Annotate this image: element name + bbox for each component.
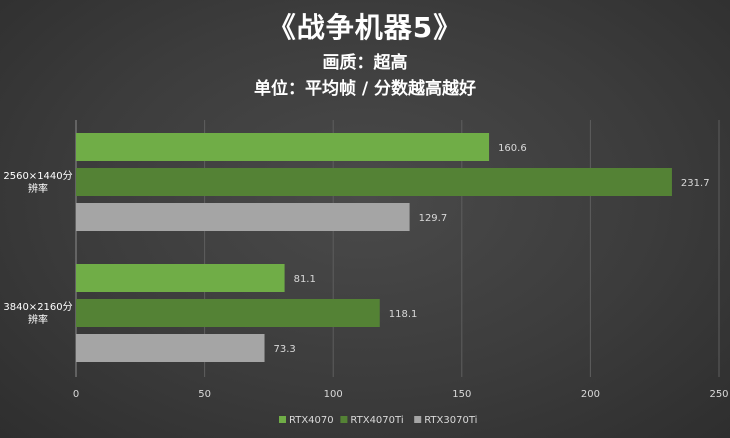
data-label: 231.7 [681, 178, 710, 189]
legend-label: RTX4070 [289, 415, 334, 426]
legend-swatch-rtx4070ti [340, 416, 348, 423]
data-label: 129.7 [419, 213, 448, 224]
data-label: 160.6 [498, 143, 527, 154]
x-tick-label: 50 [198, 389, 211, 400]
chart-subtitle: 画质：超高 [322, 53, 408, 73]
bar-rtx3070ti-1 [76, 334, 265, 362]
bar-rtx4070ti-0 [76, 168, 672, 196]
x-tick-label: 200 [581, 389, 600, 400]
x-tick-label: 250 [709, 389, 728, 400]
category-label: 3840×2160分辨率 [3, 301, 72, 326]
legend-swatch-rtx3070ti [414, 416, 422, 423]
legend-label: RTX4070Ti [350, 415, 403, 426]
category-label: 2560×1440分辨率 [3, 170, 72, 195]
x-tick-label: 100 [324, 389, 343, 400]
legend-label: RTX3070Ti [424, 415, 477, 426]
bar-rtx4070-0 [76, 133, 490, 161]
data-label: 118.1 [389, 309, 418, 320]
chart-subtitle-units: 单位：平均帧 / 分数越高越好 [253, 79, 477, 99]
bar-rtx4070ti-1 [76, 299, 380, 327]
data-label: 81.1 [294, 274, 316, 285]
chart-title: 《战争机器5》 [267, 11, 463, 44]
legend-swatch-rtx4070 [279, 416, 286, 423]
bar-rtx3070ti-0 [76, 203, 410, 231]
bar-rtx4070-1 [76, 264, 285, 292]
x-tick-label: 150 [452, 389, 471, 400]
data-label: 73.3 [274, 344, 296, 355]
x-tick-label: 0 [73, 389, 79, 400]
